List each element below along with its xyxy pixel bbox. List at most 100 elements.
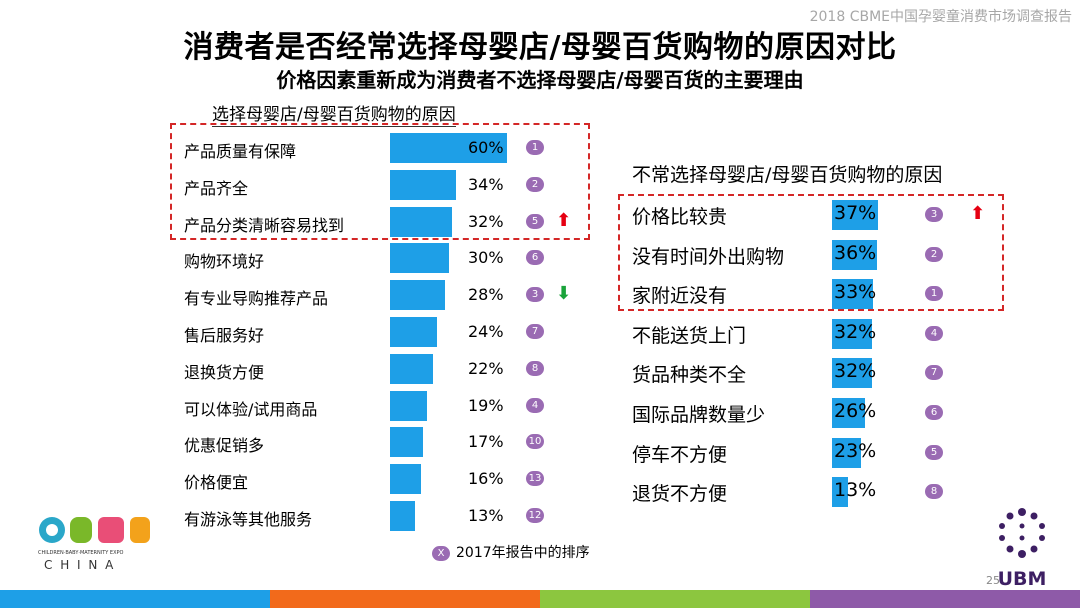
left-chart-row: 优惠促销多 17% 10 — [0, 426, 1080, 458]
bar — [390, 280, 445, 311]
bar — [832, 437, 861, 468]
category-label: 价格比较贵 — [632, 206, 728, 228]
category-label: 退货不方便 — [632, 483, 728, 506]
page-number: 25 — [986, 574, 1000, 587]
rank-2017-badge: 8 — [925, 484, 943, 500]
bar — [832, 279, 874, 310]
left-chart-row: 可以体验/试用商品 19% 4 — [0, 390, 1080, 421]
bar — [832, 477, 849, 508]
rank-2017-badge: 1 — [526, 140, 544, 155]
trend-up-arrow-icon: ⬆ — [970, 203, 986, 224]
rank-2017-badge: 4 — [526, 397, 544, 413]
rank-2017-badge: 5 — [925, 444, 943, 460]
left-chart-row: 有游泳等其他服务 13% 12 — [0, 500, 1080, 531]
right-chart-row: 停车不方便 23% 5 — [0, 437, 1080, 468]
value-label: 16% — [468, 469, 504, 489]
rank-2017-badge: 10 — [526, 434, 544, 450]
rank-2017-badge: 13 — [526, 471, 544, 487]
category-label: 价格便宜 — [184, 473, 249, 493]
rank-legend: X 2017年报告中的排序 — [432, 542, 590, 562]
bar — [832, 318, 872, 349]
category-label: 售后服务好 — [184, 326, 265, 345]
left-chart-row: 有专业导购推荐产品 28% 3 ⬇ — [0, 279, 1080, 311]
value-label: 13% — [834, 479, 877, 502]
rank-2017-badge: 6 — [925, 405, 943, 420]
ubm-logo: UBM — [992, 506, 1052, 590]
right-chart-row: 没有时间外出购物 36% 2 — [0, 239, 1080, 270]
rank-2017-badge: 3 — [925, 207, 943, 222]
value-label: 32% — [468, 211, 504, 231]
rank-2017-badge: 1 — [925, 286, 943, 302]
category-label: 优惠促销多 — [184, 436, 265, 456]
bar — [390, 464, 422, 495]
category-label: 没有时间外出购物 — [632, 245, 785, 268]
right-chart-row: 退货不方便 13% 8 — [0, 476, 1080, 508]
rank-2017-badge: 7 — [925, 365, 943, 381]
cbme-logo-china: C H I N A — [44, 558, 116, 572]
page-subtitle: 价格因素重新成为消费者不选择母婴店/母婴百货的主要理由 — [276, 68, 804, 92]
bar — [390, 133, 507, 163]
value-label: 34% — [468, 174, 504, 194]
left-chart-row: 价格便宜 16% 13 — [0, 463, 1080, 495]
right-chart-row: 不能送货上门 32% 4 — [0, 318, 1080, 349]
category-label: 停车不方便 — [632, 443, 728, 466]
left-chart-row: 产品质量有保障 60% 1 — [0, 132, 1080, 163]
report-header-label: 2018 CBME中国孕婴童消费市场调查报告 — [809, 9, 1072, 25]
right-chart-row: 家附近没有 33% 1 — [0, 278, 1080, 310]
value-label: 22% — [468, 358, 504, 378]
value-label: 28% — [468, 285, 504, 305]
right-highlight-box — [618, 194, 1004, 311]
value-label: 23% — [834, 439, 877, 462]
ubm-text: UBM — [997, 568, 1047, 590]
bar — [390, 390, 428, 421]
value-label: 13% — [468, 506, 504, 525]
value-label: 19% — [468, 395, 504, 415]
category-label: 家附近没有 — [632, 285, 728, 308]
value-label: 32% — [834, 320, 877, 343]
bar — [390, 317, 437, 347]
bar — [390, 427, 424, 458]
category-label: 不能送货上门 — [632, 324, 747, 347]
bar — [390, 243, 449, 274]
ubm-logo-mark — [999, 508, 1045, 558]
right-chart-title: 不常选择母婴店/母婴百货购物的原因 — [632, 164, 943, 186]
category-label: 产品质量有保障 — [184, 142, 297, 161]
rank-2017-badge: 6 — [526, 250, 544, 266]
left-chart-row: 产品分类清晰容易找到 32% 5 ⬆ — [0, 206, 1080, 237]
cbme-logo: CHILDREN·BABY·MATERNITY EXPO C H I N A — [38, 512, 158, 572]
bottom-color-strip — [0, 590, 1080, 608]
bar — [832, 200, 879, 230]
bar — [832, 358, 872, 389]
value-label: 17% — [468, 432, 504, 452]
category-label: 产品齐全 — [184, 178, 249, 198]
bar — [390, 501, 416, 531]
left-highlight-box — [170, 123, 590, 240]
trend-up-arrow-icon: ⬆ — [556, 209, 572, 231]
trend-down-arrow-icon: ⬇ — [556, 283, 572, 305]
category-label: 可以体验/试用商品 — [184, 399, 318, 419]
rank-2017-badge: 7 — [526, 324, 544, 339]
rank-2017-badge: 5 — [526, 213, 544, 229]
category-label: 退换货方便 — [184, 362, 265, 382]
right-chart-row: 货品种类不全 32% 7 — [0, 357, 1080, 389]
category-label: 有游泳等其他服务 — [184, 510, 313, 529]
value-label: 60% — [468, 138, 504, 157]
value-label: 26% — [834, 400, 877, 422]
legend-text: 2017年报告中的排序 — [456, 545, 590, 561]
value-label: 37% — [834, 202, 877, 224]
legend-badge: X — [432, 545, 450, 561]
category-label: 产品分类清晰容易找到 — [184, 215, 345, 235]
left-chart-row: 退换货方便 22% 8 — [0, 353, 1080, 384]
right-chart-row: 价格比较贵 37% 3 ⬆ — [0, 199, 1080, 230]
bar — [832, 398, 865, 428]
value-label: 36% — [834, 241, 877, 264]
rank-2017-badge: 4 — [925, 325, 943, 341]
bar — [390, 169, 457, 200]
left-chart-title: 选择母婴店/母婴百货购物的原因 — [212, 100, 456, 127]
left-chart-row: 售后服务好 24% 7 — [0, 316, 1080, 347]
right-chart-row: 国际品牌数量少 26% 6 — [0, 397, 1080, 428]
left-chart-row: 购物环境好 30% 6 — [0, 242, 1080, 274]
category-label: 国际品牌数量少 — [632, 404, 766, 426]
rank-2017-badge: 8 — [526, 360, 544, 376]
rank-2017-badge: 2 — [925, 246, 943, 262]
